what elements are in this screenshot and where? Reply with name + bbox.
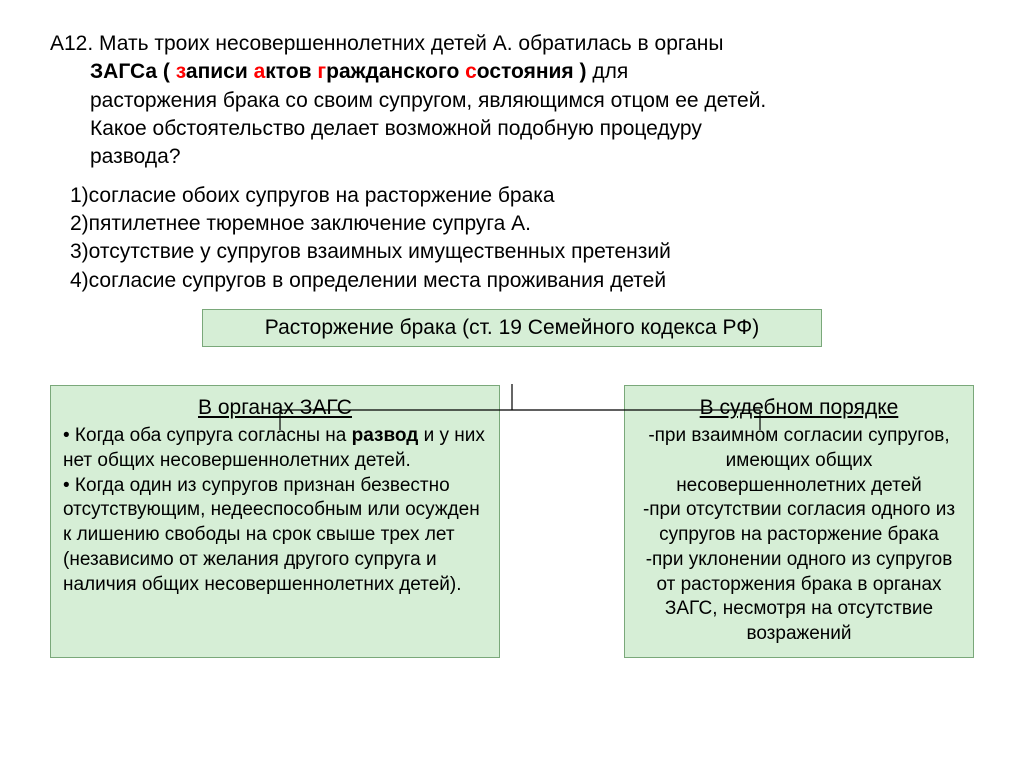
word-zapisi: аписи: [186, 60, 248, 83]
b1-pre: • Когда оба супруга согласны на: [63, 425, 352, 446]
left-bullet-1: • Когда оба супруга согласны на развод и…: [63, 424, 487, 473]
line2-post: для: [587, 60, 629, 83]
option-2: 2)пятилетнее тюремное заключение супруга…: [70, 210, 974, 238]
option-4: 4)согласие супругов в определении места …: [70, 267, 974, 295]
red-letter-z: з: [170, 60, 186, 83]
left-box-list: • Когда оба супруга согласны на развод и…: [63, 424, 487, 597]
zags-prefix: ЗАГСа (: [90, 60, 170, 83]
b1-bold: развод: [352, 425, 419, 446]
word-aktov: ктов: [265, 60, 311, 83]
left-box-zags: В органах ЗАГС • Когда оба супруга согла…: [50, 385, 500, 657]
question-line2: ЗАГСа ( записи актов гражданского состоя…: [50, 58, 974, 86]
right-box-body: -при взаимном согласии супругов, имеющих…: [637, 424, 961, 646]
left-bullet-2: • Когда один из супругов признан безвест…: [63, 474, 487, 597]
red-letter-a: а: [248, 60, 266, 83]
diagram-title-box: Расторжение брака (ст. 19 Семейного коде…: [202, 309, 822, 347]
question-line4: Какое обстоятельство делает возможной по…: [50, 115, 974, 143]
right-box-court: В судебном порядке -при взаимном согласи…: [624, 385, 974, 657]
answer-options: 1)согласие обоих супругов на расторжение…: [50, 182, 974, 295]
right-box-title: В судебном порядке: [637, 394, 961, 421]
left-box-title: В органах ЗАГС: [63, 394, 487, 421]
question-number: А12.: [50, 32, 93, 55]
red-letter-s: с: [459, 60, 477, 83]
red-letter-g: г: [312, 60, 327, 83]
option-3: 3)отсутствие у супругов взаимных имущест…: [70, 238, 974, 266]
question-line5: развода?: [50, 143, 974, 171]
word-grazh: ражданского: [326, 60, 459, 83]
diagram-columns: В органах ЗАГС • Когда оба супруга согла…: [50, 385, 974, 657]
question-line1: Мать троих несовершеннолетних детей А. о…: [99, 32, 723, 55]
question-block: А12. Мать троих несовершеннолетних детей…: [50, 30, 974, 172]
question-line3: расторжения брака со своим супругом, явл…: [50, 87, 974, 115]
word-sost: остояния ): [477, 60, 587, 83]
option-1: 1)согласие обоих супругов на расторжение…: [70, 182, 974, 210]
